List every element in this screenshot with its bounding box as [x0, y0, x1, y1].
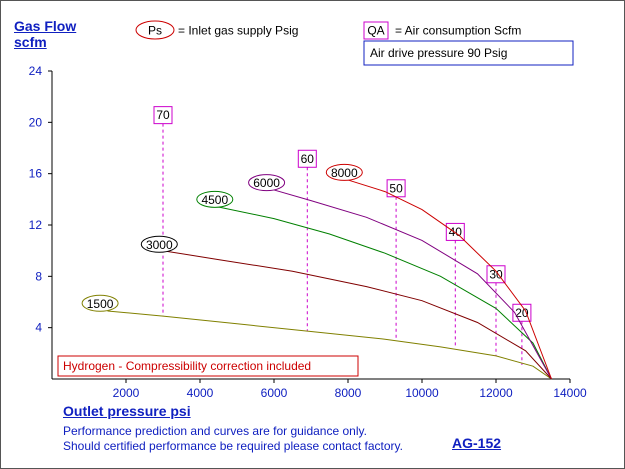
x-axis-title: Outlet pressure psi: [63, 403, 191, 419]
series-label: 3000: [146, 238, 173, 252]
hydrogen-note-box: [57, 355, 359, 377]
series-label: 4500: [201, 193, 228, 207]
series-group: 1500 3000 4500 6000 8000: [81, 163, 552, 380]
qa-marker-label: 20: [515, 306, 529, 320]
series-label: 6000: [253, 176, 280, 190]
x-tick-label: 8000: [335, 386, 362, 400]
series-line-4500: [218, 206, 552, 380]
y-tick-label: 8: [35, 269, 42, 283]
x-tick-label: 10000: [405, 386, 439, 400]
air-drive-box: [363, 40, 574, 66]
y-axis-title-line1: Gas Flow: [14, 18, 77, 34]
x-tick-label: 4000: [187, 386, 214, 400]
y-tick-label: 12: [29, 218, 43, 232]
qa-marker-box: [297, 149, 317, 168]
series-ellipse: [140, 235, 178, 253]
qa-marker-label: 60: [301, 152, 315, 166]
series-ellipse: [325, 163, 363, 181]
y-axis-title-line2: scfm: [14, 34, 47, 50]
y-tick-label: 20: [29, 115, 43, 129]
series-line-1500: [107, 310, 552, 380]
footer-note-line2: Should certified performance be required…: [63, 439, 403, 453]
y-tick-group: 4 8 12 16 20 24: [29, 64, 52, 335]
y-tick-label: 4: [35, 321, 42, 335]
footer-note-line1: Performance prediction and curves are fo…: [63, 424, 367, 438]
series-ellipse: [196, 190, 234, 208]
qa-marker-box: [153, 106, 173, 125]
model-label: AG-152: [452, 435, 502, 451]
series-ellipse: [81, 294, 119, 312]
series-line-3000: [162, 250, 552, 380]
y-tick-label: 24: [29, 64, 43, 78]
air-drive-text: Air drive pressure 90 Psig: [370, 46, 507, 60]
series-label: 1500: [87, 297, 114, 311]
series-ellipse: [248, 174, 286, 192]
qa-legend-label: QA: [367, 24, 384, 38]
y-tick-label: 16: [29, 167, 43, 181]
series-line-6000: [266, 187, 552, 380]
x-tick-label: 14000: [553, 386, 587, 400]
ps-legend-ellipse: [135, 20, 175, 40]
ps-legend-text: = Inlet gas supply Psig: [178, 24, 298, 38]
hydrogen-note-text: Hydrogen - Compressibility correction in…: [63, 359, 311, 373]
qa-marker-label: 50: [389, 181, 403, 195]
qa-marker-box: [486, 265, 506, 284]
qa-legend-text: = Air consumption Scfm: [395, 24, 521, 38]
x-tick-label: 12000: [479, 386, 513, 400]
x-tick-label: 6000: [261, 386, 288, 400]
x-tick-group: 2000 4000 6000 8000 10000 12000 14000: [113, 379, 587, 400]
qa-legend-box: [363, 21, 389, 40]
x-tick-label: 2000: [113, 386, 140, 400]
qa-marker-label: 70: [156, 108, 170, 122]
series-line-8000: [344, 178, 552, 380]
ps-legend-label: Ps: [148, 24, 162, 38]
y-axis-title: Gas Flow scfm: [14, 18, 76, 50]
series-label: 8000: [331, 166, 358, 180]
qa-marker-label: 30: [489, 267, 503, 281]
